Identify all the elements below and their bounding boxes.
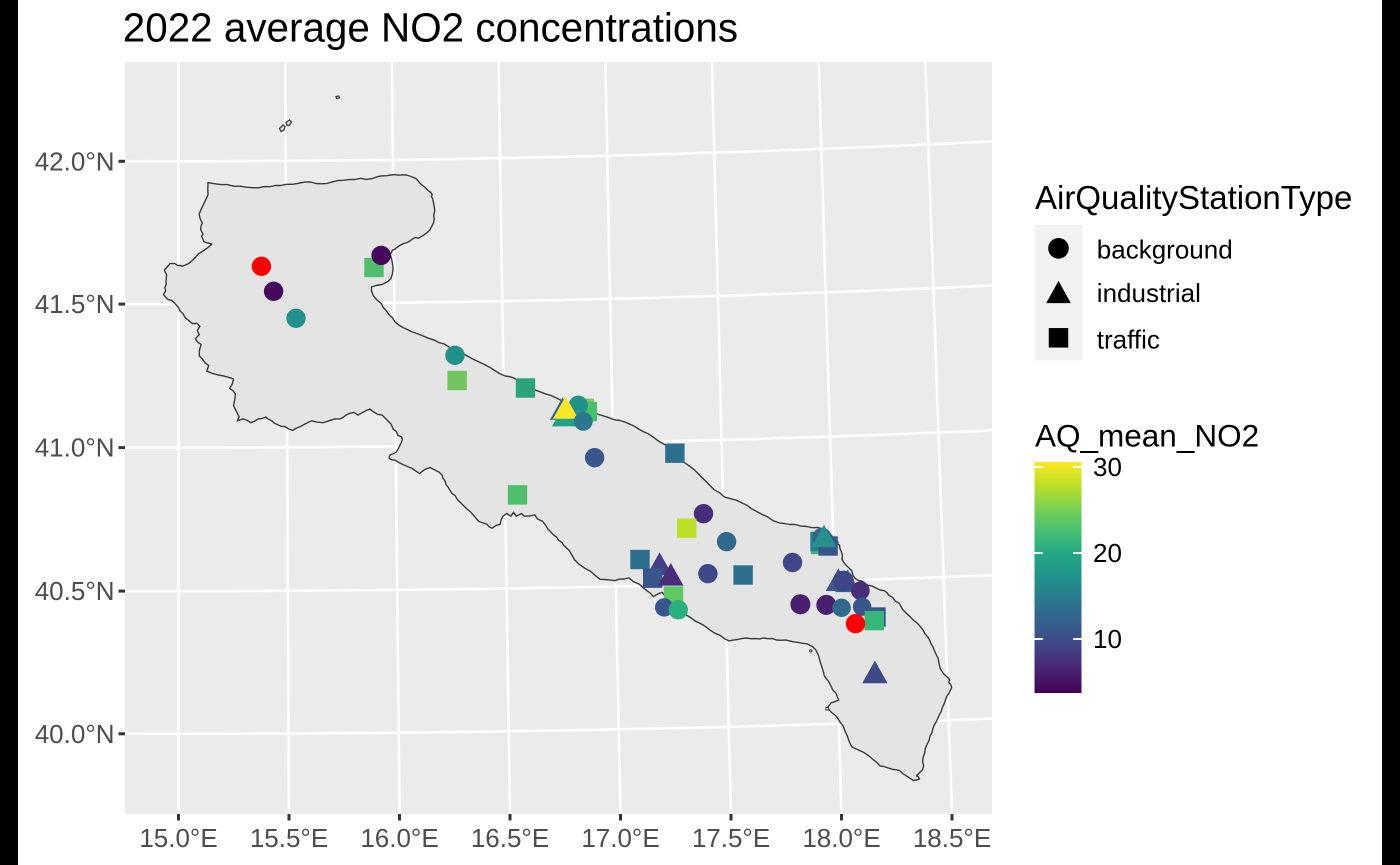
svg-text:17.0°E: 17.0°E xyxy=(581,823,659,853)
svg-text:industrial: industrial xyxy=(1097,278,1201,308)
svg-text:10: 10 xyxy=(1093,624,1122,654)
svg-text:16.0°E: 16.0°E xyxy=(360,823,438,853)
svg-text:15.5°E: 15.5°E xyxy=(250,823,328,853)
svg-text:18.0°E: 18.0°E xyxy=(802,823,880,853)
svg-text:20: 20 xyxy=(1093,538,1122,568)
svg-text:AQ_mean_NO2: AQ_mean_NO2 xyxy=(1035,418,1259,454)
svg-text:background: background xyxy=(1097,235,1233,265)
svg-text:40.5°N: 40.5°N xyxy=(35,576,115,606)
svg-text:40.0°N: 40.0°N xyxy=(35,719,115,749)
svg-text:42.0°N: 42.0°N xyxy=(35,146,115,176)
svg-text:16.5°E: 16.5°E xyxy=(471,823,549,853)
svg-text:41.0°N: 41.0°N xyxy=(35,433,115,463)
svg-text:AirQualityStationType: AirQualityStationType xyxy=(1035,179,1352,216)
svg-text:41.5°N: 41.5°N xyxy=(35,289,115,319)
svg-text:2022 average NO2 concentration: 2022 average NO2 concentrations xyxy=(123,5,738,51)
svg-text:17.5°E: 17.5°E xyxy=(692,823,770,853)
svg-text:15.0°E: 15.0°E xyxy=(139,823,217,853)
svg-text:18.5°E: 18.5°E xyxy=(913,823,991,853)
svg-text:traffic: traffic xyxy=(1097,324,1160,354)
svg-text:30: 30 xyxy=(1093,452,1122,482)
